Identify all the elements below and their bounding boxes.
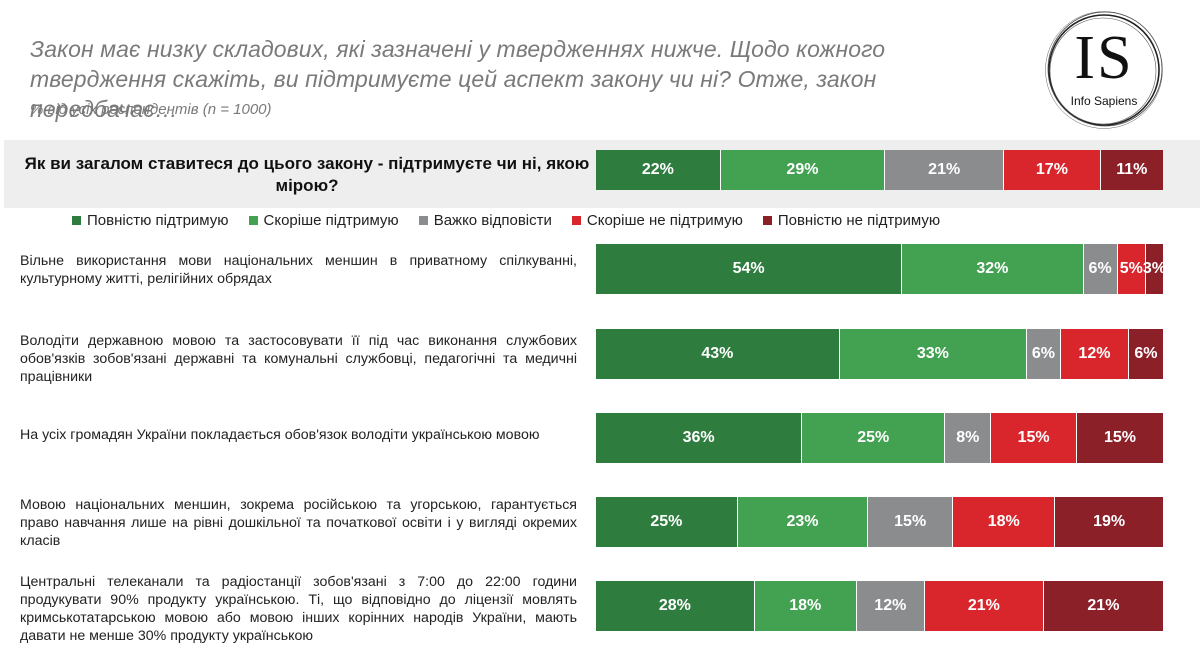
bar-segment-fully-not-support: 11% xyxy=(1100,150,1163,190)
legend-item-fully-not-support: Повністю не підтримую xyxy=(762,211,941,229)
data-label: 36% xyxy=(682,429,715,446)
data-label: 8% xyxy=(956,429,980,446)
bar-segment-rather-not-support: 21% xyxy=(924,581,1044,631)
data-label: 25% xyxy=(650,513,683,530)
bar-segment-rather-support: 23% xyxy=(737,497,869,547)
chart-title: Закон має низку складових, які зазначені… xyxy=(30,36,886,122)
data-label: 43% xyxy=(701,345,734,362)
legend-label: Скоріше не підтримую xyxy=(586,211,743,229)
data-label: 12% xyxy=(1078,345,1111,362)
data-label: 25% xyxy=(857,429,890,446)
bar-segment-fully-not-support: 6% xyxy=(1128,329,1163,379)
chart-subtitle: % від усіх респондентів (n = 1000) xyxy=(30,101,272,118)
general-bar: 22% 29% 21% 17% 11% xyxy=(596,150,1163,190)
row-label-1: Вільне використання мови національних ме… xyxy=(20,253,577,287)
logo-ring-icon xyxy=(1045,11,1163,129)
bar-segment-fully-support: 25% xyxy=(596,497,738,547)
legend-swatch-icon xyxy=(72,215,81,225)
row-label-4: Мовою національних меншин, зокрема росій… xyxy=(20,497,577,549)
info-sapiens-logo: IS Info Sapiens xyxy=(1044,10,1164,130)
bar-segment-fully-not-support: 3% xyxy=(1142,244,1163,294)
row-label-5: Центральні телеканали та радіостанції зо… xyxy=(20,574,577,644)
bar-segment-fully-support: 36% xyxy=(596,413,803,463)
data-label: 29% xyxy=(786,161,819,178)
data-label: 54% xyxy=(732,260,765,277)
bar-segment-rather-support: 18% xyxy=(754,581,857,631)
data-label: 15% xyxy=(1017,429,1050,446)
bar-segment-rather-not-support: 15% xyxy=(991,413,1078,463)
bar-segment-fully-not-support: 19% xyxy=(1055,497,1163,547)
data-label: 17% xyxy=(1035,161,1068,178)
bar-segment-hard-to-say: 21% xyxy=(885,150,1005,190)
data-label: 28% xyxy=(658,597,691,614)
logo-mark: IS xyxy=(1074,24,1134,92)
data-label: 18% xyxy=(987,513,1020,530)
data-label: 22% xyxy=(641,161,674,178)
data-label: 11% xyxy=(1116,161,1148,178)
bar-segment-hard-to-say: 6% xyxy=(1083,244,1118,294)
bar-segment-rather-support: 32% xyxy=(902,244,1084,294)
bar-segment-hard-to-say: 6% xyxy=(1026,329,1061,379)
data-label: 6% xyxy=(1088,260,1112,277)
data-label: 23% xyxy=(786,513,819,530)
bar-segment-fully-support: 43% xyxy=(596,329,840,379)
data-label: 21% xyxy=(928,161,961,178)
data-label: 6% xyxy=(1031,345,1055,362)
data-label: 15% xyxy=(894,513,927,530)
data-label: 32% xyxy=(976,260,1009,277)
row-bar-5: 28% 18% 12% 21% 21% xyxy=(596,581,1163,631)
general-question-label: Як ви загалом ставитеся до цього закону … xyxy=(24,154,590,195)
data-label: 19% xyxy=(1093,513,1126,530)
bar-segment-hard-to-say: 8% xyxy=(945,413,992,463)
row-bar-3: 36% 25% 8% 15% 15% xyxy=(596,413,1163,463)
legend-item-rather-support: Скоріше підтримую xyxy=(248,211,399,229)
data-label: 15% xyxy=(1104,429,1137,446)
data-label: 21% xyxy=(967,597,1000,614)
legend-label: Повністю не підтримую xyxy=(777,211,941,229)
bar-segment-rather-not-support: 18% xyxy=(953,497,1056,547)
data-label: 33% xyxy=(916,345,949,362)
bar-segment-hard-to-say: 15% xyxy=(868,497,954,547)
bar-segment-rather-support: 33% xyxy=(839,329,1027,379)
logo-name: Info Sapiens xyxy=(1070,94,1138,108)
row-label-2: Володіти державною мовою та застосовуват… xyxy=(20,333,577,385)
legend-item-fully-support: Повністю підтримую xyxy=(72,212,229,229)
data-label: 3% xyxy=(1142,260,1163,277)
data-label: 12% xyxy=(874,597,907,614)
legend: Повністю підтримую Скоріше підтримую Важко… xyxy=(72,210,960,230)
data-label: 21% xyxy=(1087,597,1120,614)
bar-segment-rather-support: 25% xyxy=(802,413,946,463)
row-label-3: На усіх громадян України покладається об… xyxy=(20,427,540,443)
bar-segment-fully-not-support: 21% xyxy=(1043,581,1163,631)
legend-swatch-icon xyxy=(418,215,428,225)
data-label: 18% xyxy=(789,597,822,614)
row-bar-4: 25% 23% 15% 18% 19% xyxy=(596,497,1163,547)
legend-swatch-icon xyxy=(762,215,772,225)
legend-label: Повністю підтримую xyxy=(87,211,229,229)
legend-label: Важко відповісти xyxy=(433,211,552,229)
legend-label: Скоріше підтримую xyxy=(263,211,399,229)
bar-segment-hard-to-say: 12% xyxy=(856,581,925,631)
data-label: 5% xyxy=(1119,260,1143,277)
bar-segment-fully-support: 22% xyxy=(596,150,721,190)
bar-segment-fully-support: 28% xyxy=(596,581,755,631)
legend-swatch-icon xyxy=(248,215,258,225)
data-label: 6% xyxy=(1134,345,1158,362)
bar-segment-fully-support: 54% xyxy=(596,244,903,294)
row-bar-1: 54% 32% 6% 5%3% xyxy=(596,244,1163,294)
bar-segment-rather-support: 29% xyxy=(720,150,886,190)
legend-swatch-icon xyxy=(571,215,581,225)
legend-item-rather-not-support: Скоріше не підтримую xyxy=(571,211,743,229)
bar-segment-rather-not-support: 17% xyxy=(1004,150,1101,190)
bar-segment-rather-not-support: 12% xyxy=(1060,329,1129,379)
legend-item-hard-to-say: Важко відповісти xyxy=(418,211,552,229)
bar-segment-rather-not-support: 5% xyxy=(1117,244,1146,294)
bar-segment-fully-not-support: 15% xyxy=(1077,413,1163,463)
row-bar-2: 43% 33% 6% 12% 6% xyxy=(596,329,1163,379)
